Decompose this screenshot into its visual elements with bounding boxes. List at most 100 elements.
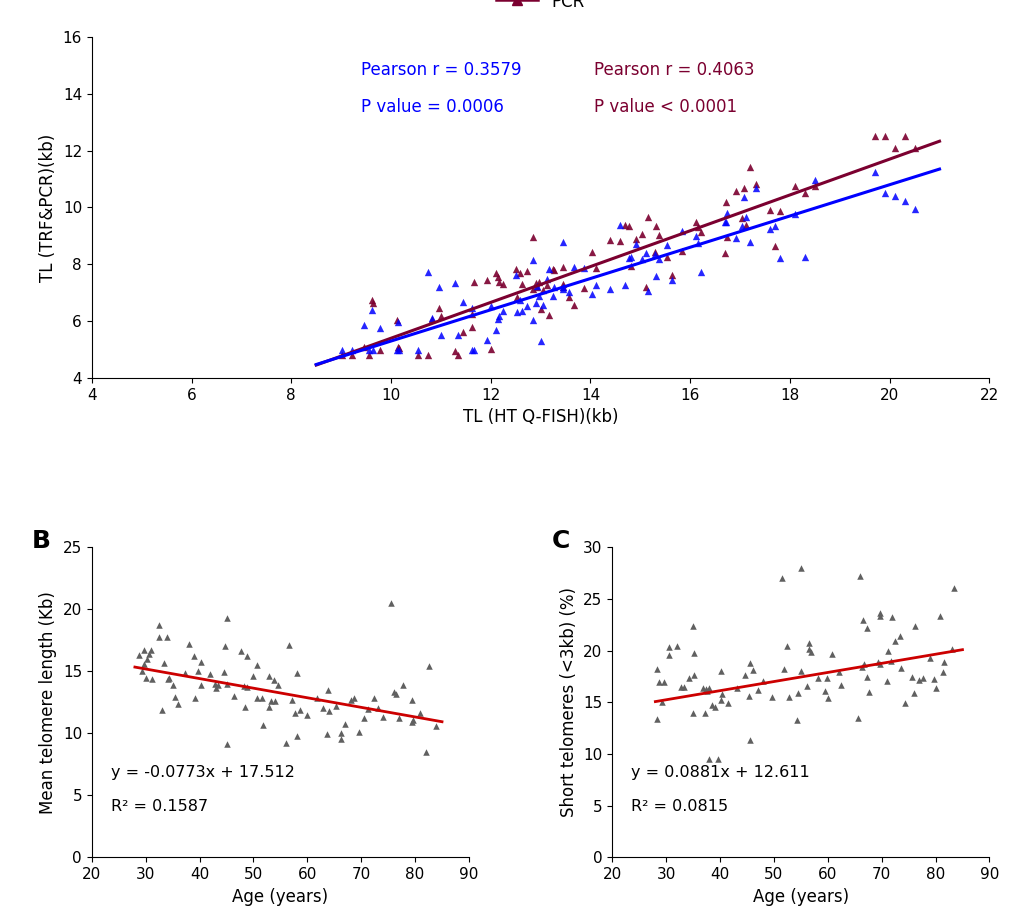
Y-axis label: TL (TRF&PCR)(kb): TL (TRF&PCR)(kb) bbox=[39, 134, 57, 281]
Point bbox=[482, 341, 498, 356]
Point bbox=[717, 215, 734, 230]
Point bbox=[741, 656, 757, 670]
Point bbox=[733, 210, 749, 225]
Point bbox=[478, 332, 494, 347]
Point bbox=[432, 309, 448, 324]
Point bbox=[169, 696, 185, 711]
Point bbox=[535, 298, 551, 313]
Point bbox=[372, 342, 388, 357]
Point bbox=[883, 610, 900, 625]
Point bbox=[727, 183, 743, 198]
Point bbox=[545, 280, 561, 295]
Point bbox=[554, 281, 571, 296]
Point bbox=[796, 250, 812, 265]
Point bbox=[676, 680, 692, 694]
Point bbox=[404, 715, 420, 729]
Text: R² = 0.1587: R² = 0.1587 bbox=[110, 799, 208, 814]
Point bbox=[741, 688, 757, 703]
Point bbox=[897, 696, 913, 711]
Point bbox=[454, 325, 471, 339]
Point bbox=[544, 261, 560, 276]
Text: y = 0.0881x + 12.611: y = 0.0881x + 12.611 bbox=[631, 765, 809, 780]
Point bbox=[663, 267, 680, 282]
Point bbox=[180, 637, 197, 652]
Point bbox=[633, 227, 649, 242]
Point bbox=[464, 306, 480, 321]
Point bbox=[186, 691, 203, 705]
Point bbox=[868, 655, 884, 669]
Point bbox=[193, 678, 209, 692]
Point bbox=[871, 606, 888, 621]
Point bbox=[490, 275, 506, 290]
Point bbox=[255, 718, 271, 733]
Point bbox=[446, 275, 463, 290]
Point bbox=[527, 296, 543, 311]
Point bbox=[389, 340, 406, 355]
Point bbox=[466, 342, 482, 357]
Point bbox=[906, 619, 922, 633]
Point bbox=[800, 635, 816, 650]
Point bbox=[525, 230, 541, 244]
Point bbox=[141, 647, 157, 662]
Point bbox=[685, 619, 701, 633]
Point bbox=[685, 645, 701, 660]
Point bbox=[637, 280, 653, 295]
Point bbox=[789, 713, 805, 727]
Point bbox=[554, 277, 571, 291]
Point bbox=[343, 342, 360, 357]
Point bbox=[802, 645, 818, 660]
Point bbox=[741, 732, 757, 747]
Point bbox=[151, 618, 167, 632]
Point bbox=[622, 259, 638, 274]
Point bbox=[639, 283, 655, 298]
Point bbox=[735, 181, 751, 195]
Point bbox=[646, 246, 662, 261]
Point bbox=[531, 275, 547, 290]
Text: B: B bbox=[32, 528, 50, 552]
Point bbox=[766, 219, 783, 233]
Point bbox=[655, 675, 672, 690]
Point bbox=[478, 273, 494, 288]
Point bbox=[489, 269, 505, 284]
X-axis label: Age (years): Age (years) bbox=[232, 888, 328, 905]
Point bbox=[351, 725, 367, 739]
Point bbox=[387, 687, 404, 702]
Point bbox=[356, 339, 372, 354]
Point bbox=[766, 239, 783, 254]
Point bbox=[177, 665, 194, 680]
Point bbox=[320, 703, 336, 718]
Point bbox=[166, 690, 182, 704]
Point bbox=[611, 218, 628, 232]
Point bbox=[601, 232, 618, 247]
Point bbox=[446, 344, 463, 359]
Point bbox=[716, 215, 733, 230]
Point bbox=[404, 692, 420, 707]
Point bbox=[454, 294, 471, 309]
Point bbox=[660, 640, 677, 655]
Point bbox=[430, 279, 446, 294]
Point bbox=[621, 251, 637, 266]
Point bbox=[692, 225, 708, 240]
Point bbox=[646, 244, 662, 259]
Text: y = -0.0773x + 17.512: y = -0.0773x + 17.512 bbox=[110, 765, 294, 780]
Point bbox=[319, 682, 335, 697]
Point bbox=[524, 282, 540, 297]
Point bbox=[261, 700, 277, 715]
Point bbox=[449, 348, 466, 362]
Point bbox=[781, 690, 797, 704]
Point bbox=[945, 581, 961, 596]
Point bbox=[359, 702, 375, 716]
Point bbox=[903, 670, 919, 685]
Point bbox=[584, 287, 600, 301]
Point bbox=[423, 311, 439, 325]
Point bbox=[796, 185, 812, 200]
Point bbox=[719, 696, 736, 711]
Point bbox=[482, 299, 498, 313]
Point bbox=[333, 731, 350, 746]
Text: C: C bbox=[551, 528, 570, 552]
Point bbox=[136, 643, 152, 657]
Point bbox=[512, 266, 528, 280]
Point bbox=[560, 285, 577, 300]
Point bbox=[538, 272, 554, 287]
Point bbox=[688, 229, 704, 243]
